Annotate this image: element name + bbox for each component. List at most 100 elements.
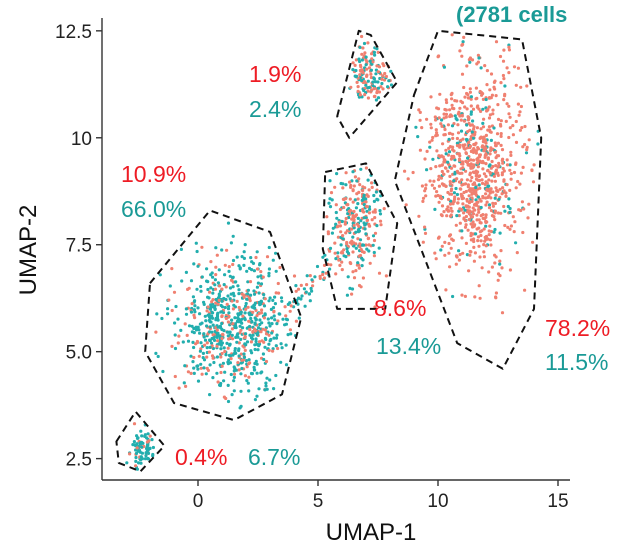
- scatter-point: [263, 313, 267, 317]
- scatter-point: [372, 94, 376, 99]
- scatter-point: [213, 283, 217, 287]
- scatter-point: [523, 124, 527, 129]
- scatter-point: [187, 286, 191, 290]
- scatter-point: [209, 260, 213, 264]
- scatter-point: [461, 251, 465, 255]
- scatter-point: [352, 226, 356, 230]
- scatter-point: [471, 107, 476, 111]
- scatter-point: [429, 126, 433, 130]
- scatter-point: [352, 184, 356, 188]
- scatter-point: [429, 95, 433, 99]
- scatter-point: [462, 85, 466, 90]
- scatter-point: [375, 224, 379, 228]
- scatter-point: [377, 65, 382, 69]
- scatter-point: [225, 302, 229, 306]
- scatter-point: [467, 188, 471, 192]
- scatter-point: [481, 125, 486, 129]
- scatter-point: [464, 214, 468, 219]
- scatter-point: [134, 459, 138, 463]
- scatter-point: [367, 66, 371, 70]
- scatter-point: [463, 95, 467, 99]
- scatter-point: [460, 178, 464, 182]
- scatter-point: [463, 225, 468, 229]
- scatter-point: [212, 360, 216, 365]
- scatter-point: [268, 378, 272, 382]
- scatter-point: [444, 112, 449, 116]
- scatter-point: [448, 202, 453, 206]
- scatter-point: [473, 251, 477, 255]
- scatter-point: [464, 169, 468, 173]
- scatter-point: [208, 339, 212, 343]
- scatter-point: [341, 182, 345, 186]
- scatter-point: [274, 336, 279, 340]
- scatter-point: [349, 183, 353, 188]
- scatter-point: [484, 97, 488, 102]
- scatter-point: [224, 353, 228, 357]
- scatter-point: [193, 316, 197, 320]
- scatter-point: [346, 251, 351, 255]
- scatter-point: [274, 373, 278, 378]
- scatter-point: [471, 136, 475, 140]
- scatter-point: [484, 152, 488, 156]
- scatter-point: [328, 179, 332, 183]
- scatter-point: [310, 278, 314, 282]
- scatter-point: [330, 231, 334, 235]
- scatter-point: [374, 190, 378, 194]
- scatter-point: [474, 149, 478, 153]
- scatter-point: [261, 275, 265, 279]
- scatter-point: [358, 93, 362, 97]
- scatter-point: [508, 163, 512, 167]
- scatter-point: [360, 198, 364, 202]
- scatter-point: [351, 68, 355, 72]
- scatter-point: [230, 278, 234, 282]
- scatter-point: [242, 295, 246, 299]
- scatter-point: [366, 178, 370, 182]
- scatter-point: [471, 212, 476, 216]
- scatter-point: [284, 343, 288, 347]
- scatter-point: [499, 143, 503, 147]
- scatter-point: [457, 214, 461, 218]
- scatter-point: [469, 110, 473, 114]
- scatter-point: [492, 230, 496, 234]
- scatter-point: [481, 107, 485, 111]
- scatter-point: [265, 376, 269, 380]
- scatter-point: [467, 269, 471, 273]
- scatter-point: [211, 376, 215, 380]
- scatter-point: [250, 268, 254, 272]
- scatter-point: [363, 93, 367, 97]
- scatter-point: [205, 346, 209, 350]
- scatter-point: [439, 248, 443, 252]
- scatter-point: [475, 126, 479, 130]
- scatter-point: [321, 255, 325, 259]
- scatter-point: [357, 190, 361, 194]
- scatter-point: [270, 331, 274, 335]
- scatter-point: [463, 182, 468, 186]
- scatter-point: [502, 189, 506, 193]
- scatter-point: [499, 81, 503, 85]
- scatter-point: [371, 80, 375, 84]
- scatter-point: [366, 236, 371, 240]
- scatter-point: [460, 236, 464, 240]
- scatter-point: [480, 178, 484, 182]
- scatter-points-layer: [125, 33, 540, 471]
- scatter-point: [421, 196, 426, 200]
- scatter-point: [466, 146, 470, 150]
- scatter-point: [267, 267, 271, 271]
- scatter-point: [367, 188, 371, 192]
- scatter-point: [372, 193, 376, 198]
- scatter-point: [351, 235, 355, 239]
- scatter-point: [493, 253, 497, 257]
- scatter-point: [338, 224, 342, 228]
- scatter-point: [257, 387, 261, 391]
- scatter-point: [340, 268, 344, 272]
- scatter-point: [276, 319, 280, 323]
- scatter-point: [366, 79, 370, 83]
- scatter-point: [468, 90, 472, 94]
- scatter-point: [276, 281, 280, 286]
- scatter-point: [359, 167, 363, 171]
- scatter-point: [469, 104, 473, 108]
- scatter-point: [509, 172, 513, 176]
- scatter-point: [210, 354, 215, 358]
- scatter-point: [354, 75, 358, 79]
- scatter-point: [487, 105, 491, 109]
